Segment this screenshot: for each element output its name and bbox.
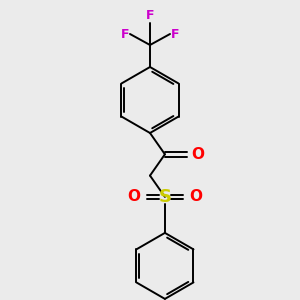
Text: F: F xyxy=(146,9,154,22)
Text: F: F xyxy=(121,28,129,40)
Text: O: O xyxy=(189,189,202,204)
Text: S: S xyxy=(158,188,171,206)
Text: O: O xyxy=(191,147,204,162)
Text: F: F xyxy=(171,28,179,40)
Text: O: O xyxy=(128,189,140,204)
